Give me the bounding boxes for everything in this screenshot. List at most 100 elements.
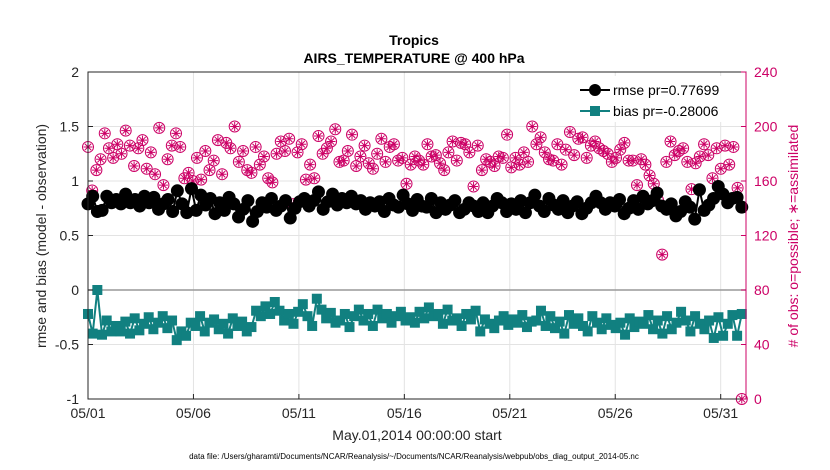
obs-assimilated-marker xyxy=(686,184,696,194)
obs-count-markers xyxy=(82,120,748,405)
chart-subtitle: AIRS_TEMPERATURE @ 400 hPa xyxy=(303,50,524,66)
obs-assimilated-marker xyxy=(418,160,428,170)
bias-point xyxy=(316,304,327,315)
bias-point xyxy=(97,329,108,340)
x-tick-label: 05/31 xyxy=(703,405,738,421)
bias-point xyxy=(111,320,122,331)
obs-assimilated-marker xyxy=(712,143,722,153)
obs-assimilated-marker xyxy=(146,147,156,157)
obs-assimilated-marker xyxy=(129,161,139,171)
obs-assimilated-marker xyxy=(733,183,743,193)
obs-assimilated-marker xyxy=(330,124,340,134)
obs-assimilated-marker xyxy=(691,158,701,168)
bias-point xyxy=(325,307,336,318)
obs-assimilated-marker xyxy=(246,168,256,178)
obs-possible-marker xyxy=(375,132,388,145)
bias-point xyxy=(213,324,224,335)
obs-assimilated-marker xyxy=(540,147,550,157)
obs-assimilated-marker xyxy=(347,130,357,140)
obs-possible-marker xyxy=(144,146,157,159)
rmse-point xyxy=(166,205,180,219)
left-axis-ticks: -1 -0.5 0 0.5 1 1.5 2 xyxy=(55,64,93,407)
bias-point xyxy=(713,312,724,323)
obs-assimilated-marker xyxy=(615,145,625,155)
bias-point xyxy=(465,314,476,325)
obs-possible-marker xyxy=(442,146,455,159)
obs-assimilated-marker xyxy=(557,160,567,170)
obs-assimilated-marker xyxy=(661,157,671,167)
obs-possible-marker xyxy=(400,177,413,190)
obs-possible-marker xyxy=(396,151,409,164)
obs-possible-marker xyxy=(207,154,220,167)
obs-assimilated-marker xyxy=(267,177,277,187)
x-tick-label: 05/06 xyxy=(176,405,211,421)
rmse-point xyxy=(283,211,297,225)
x-tick-label: 05/16 xyxy=(387,405,422,421)
bias-point xyxy=(694,318,705,329)
bias-point xyxy=(638,318,649,329)
obs-possible-marker xyxy=(304,158,317,171)
obs-assimilated-marker xyxy=(456,138,466,148)
obs-possible-marker xyxy=(413,154,426,167)
obs-assimilated-marker xyxy=(490,161,500,171)
obs-possible-marker xyxy=(471,139,484,152)
bias-point xyxy=(190,320,201,331)
obs-assimilated-marker xyxy=(611,153,621,163)
bias-point xyxy=(101,315,112,326)
obs-assimilated-marker xyxy=(251,142,261,152)
rmse-point xyxy=(730,190,744,204)
rmse-point xyxy=(279,194,293,208)
bias-point xyxy=(451,313,462,324)
bias-point xyxy=(339,308,350,319)
bias-point xyxy=(363,308,374,319)
obs-possible-marker xyxy=(346,128,359,141)
bias-point xyxy=(358,315,369,326)
obs-assimilated-marker xyxy=(112,139,122,149)
bias-point xyxy=(251,305,262,316)
obs-assimilated-marker xyxy=(322,143,332,153)
obs-assimilated-marker xyxy=(406,160,416,170)
bias-point xyxy=(433,308,444,319)
bias-point xyxy=(106,326,117,337)
obs-assimilated-marker xyxy=(334,157,344,167)
obs-assimilated-marker xyxy=(381,157,391,167)
obs-assimilated-marker xyxy=(427,151,437,161)
obs-assimilated-marker xyxy=(628,156,638,166)
obs-possible-marker xyxy=(618,136,631,149)
obs-possible-marker xyxy=(115,147,128,160)
bias-point xyxy=(302,311,313,322)
obs-assimilated-marker xyxy=(284,134,294,144)
obs-possible-marker xyxy=(157,179,170,192)
obs-assimilated-marker xyxy=(117,149,127,159)
obs-assimilated-marker xyxy=(674,146,684,156)
rmse-point xyxy=(241,194,255,208)
obs-possible-marker xyxy=(610,151,623,164)
bias-point xyxy=(582,326,593,337)
obs-assimilated-marker xyxy=(121,126,131,136)
rmse-point xyxy=(556,194,570,208)
bias-point xyxy=(283,308,294,319)
rmse-point xyxy=(683,200,697,214)
bias-point xyxy=(139,318,150,329)
obs-possible-marker xyxy=(689,157,702,170)
obs-assimilated-marker xyxy=(196,175,206,185)
legend: rmse pr=0.77699 bias pr=-0.28006 xyxy=(577,76,742,122)
y-right-tick-label: 200 xyxy=(754,119,778,135)
obs-assimilated-marker xyxy=(477,165,487,175)
obs-assimilated-marker xyxy=(108,153,118,163)
rmse-point xyxy=(184,182,198,196)
y-axis-label: rmse and bias (model - observation) xyxy=(33,124,49,348)
obs-possible-marker xyxy=(534,131,547,144)
rmse-point xyxy=(692,183,706,197)
obs-assimilated-marker xyxy=(205,165,215,175)
obs-possible-marker xyxy=(371,147,384,160)
obs-possible-marker xyxy=(656,248,669,261)
bias-point xyxy=(685,326,696,337)
bias-point xyxy=(92,285,103,295)
obs-possible-marker xyxy=(475,164,488,177)
obs-assimilated-marker xyxy=(586,141,596,151)
obs-assimilated-marker xyxy=(582,153,592,163)
obs-possible-marker xyxy=(404,158,417,171)
bias-point xyxy=(120,316,131,327)
obs-possible-marker xyxy=(509,151,522,164)
